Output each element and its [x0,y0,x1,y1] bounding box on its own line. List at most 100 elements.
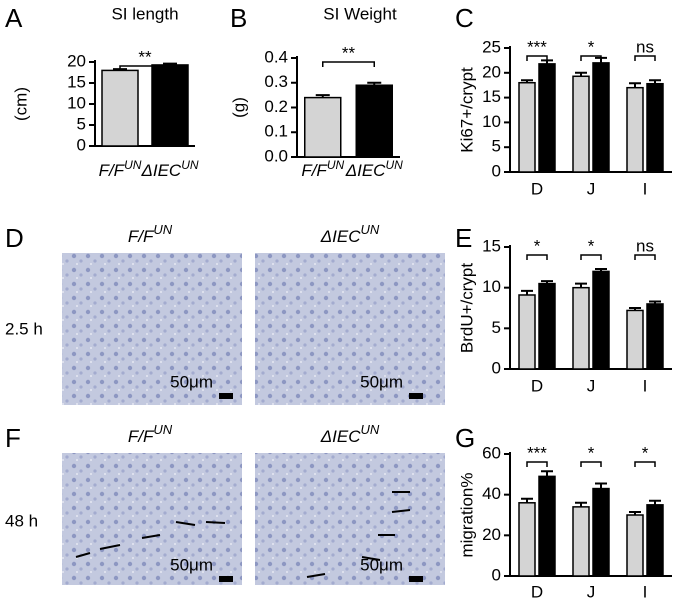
arrows [75,491,411,578]
column-label-text: F/F [128,427,155,446]
x-tick-label: D [531,582,543,601]
error-bar [541,280,553,284]
bar [646,504,664,577]
category-label: ΔIEC [345,161,386,180]
y-tick-label: 0.2 [264,97,288,116]
bar [538,63,556,173]
error-bar [541,470,553,477]
bar [592,270,610,370]
significance-bracket [634,461,656,467]
significance-label: * [534,236,541,255]
significance-label: *** [527,37,547,56]
column-label: ΔIECUN [320,222,380,246]
category-label: F/F [301,161,328,180]
y-tick-label: 0.4 [264,47,288,66]
error-bar [649,300,661,304]
y-axis-label: migration% [457,472,476,557]
bar [592,487,610,577]
scale-bar [219,393,233,399]
y-tick-label: 5 [492,137,501,156]
significance-label: ns [636,37,654,56]
significance-label: * [588,37,595,56]
y-tick-label: 10 [482,112,501,131]
scale-bar [409,393,423,399]
significance-label: * [642,443,649,462]
category-superscript: UN [385,158,403,172]
category-superscript: UN [327,158,345,172]
category-label: ΔIEC [140,161,181,180]
significance-label: ns [636,236,654,255]
significance-label: * [588,443,595,462]
y-axis-label: BrdU+/crypt [457,263,476,353]
scale-bar-label: 50μm [170,555,213,574]
category-superscript: UN [181,158,199,172]
y-tick-label: 10 [482,277,501,296]
column-label-text: F/F [128,227,155,246]
y-tick-label: 10 [67,93,86,112]
error-bar [629,510,641,515]
column-label-text: ΔIEC [320,427,361,446]
micrograph [62,453,242,585]
x-tick-label: I [643,376,648,395]
x-tick-label: J [587,582,596,601]
error-bar [649,499,661,505]
bar [304,96,342,158]
error-bar [595,267,607,272]
error-bar [315,94,330,98]
row-label: 2.5 h [5,319,43,338]
error-bar [163,62,177,65]
y-tick-label: 20 [482,525,501,544]
bar [626,514,644,577]
column-label-sup: UN [360,422,379,437]
bar [518,502,536,577]
significance-label: ** [342,43,356,62]
column-label-text: ΔIEC [320,227,361,246]
y-axis-label: Ki67+/crypt [457,67,476,153]
x-tick-label: D [531,376,543,395]
panel-letter: C [455,3,474,33]
x-tick-label: J [587,376,596,395]
significance-bracket [580,55,602,61]
y-axis-label: (cm) [11,87,30,121]
bar [572,75,590,173]
y-tick-label: 60 [482,443,501,462]
scale-bar [219,576,233,582]
x-tick-label: J [587,179,596,198]
error-bar [595,482,607,489]
significance-bracket [322,61,375,67]
column-label: F/FUN [128,222,173,246]
x-tick-label: D [531,179,543,198]
micrograph [255,253,445,405]
bar [518,81,536,173]
x-tick-label: I [643,582,648,601]
bar [626,86,644,173]
significance-bracket [580,461,602,467]
chart-title: SI length [111,4,178,23]
bar [572,506,590,577]
bar [538,475,556,577]
panel-letter: E [455,223,472,253]
bar [626,309,644,370]
x-tick-label: F/FUN [99,158,142,180]
y-tick-label: 20 [482,62,501,81]
significance-bracket [526,461,548,467]
micrograph [62,253,242,405]
bar [355,84,393,158]
x-tick-label: F/FUN [301,158,344,180]
bar [538,282,556,370]
y-axis-label: (g) [229,97,248,118]
error-bar [367,81,382,86]
y-tick-label: 25 [482,37,501,56]
bar [646,303,664,370]
panel-letter: F [5,423,21,453]
significance-bracket [526,55,548,61]
error-bar [629,307,641,311]
y-tick-label: 0.1 [264,122,288,141]
error-bar [629,82,641,88]
y-tick-label: 0.3 [264,72,288,91]
y-tick-label: 0 [492,565,501,584]
column-label-sup: UN [153,222,172,237]
significance-bracket [580,254,602,260]
bar [101,69,139,147]
